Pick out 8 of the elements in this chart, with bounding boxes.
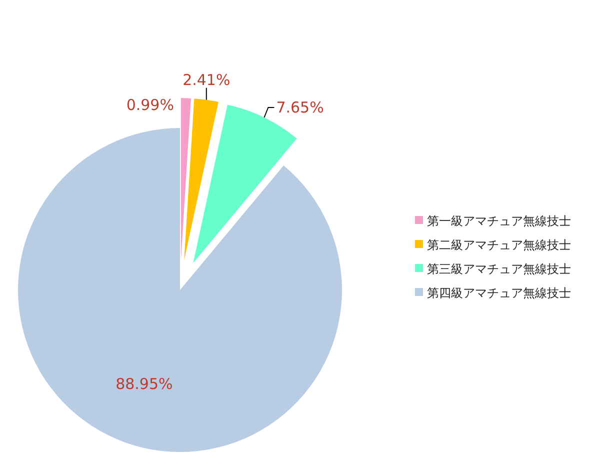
legend-label: 第一級アマチュア無線技士 bbox=[427, 214, 571, 228]
data-label: 88.95% bbox=[116, 375, 173, 394]
legend-label: 第三級アマチュア無線技士 bbox=[427, 262, 571, 276]
legend-label: 第四級アマチュア無線技士 bbox=[427, 286, 571, 300]
data-label: 0.99% bbox=[126, 96, 174, 114]
data-label: 2.41% bbox=[182, 70, 230, 89]
data-label: 7.65% bbox=[276, 98, 324, 116]
legend-label: 第二級アマチュア無線技士 bbox=[427, 238, 571, 252]
